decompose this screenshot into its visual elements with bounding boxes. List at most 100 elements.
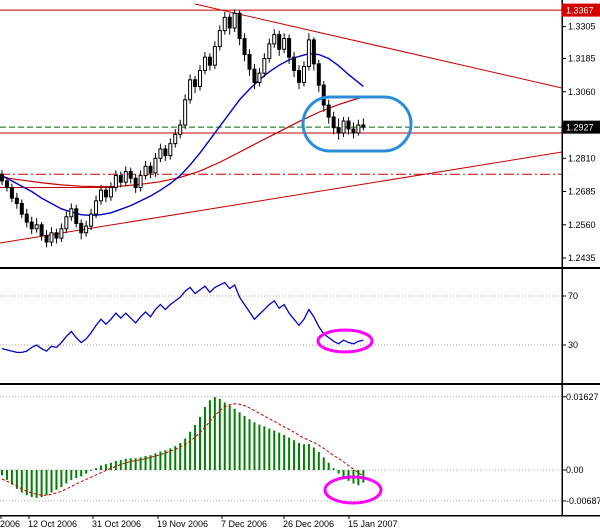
candle-body: [282, 38, 287, 50]
candle-body: [321, 84, 326, 106]
candle-body: [351, 128, 356, 134]
candle-body: [59, 228, 64, 239]
candle-body: [237, 12, 242, 40]
price-tick-label: 1.2435: [568, 253, 596, 263]
candle-body: [316, 63, 321, 86]
highlight-ellipse-macd: [323, 475, 383, 505]
trendline: [0, 151, 562, 244]
date-tick-label: 31 Oct 2006: [92, 519, 141, 529]
candle-body: [19, 202, 24, 215]
candle-body: [207, 56, 212, 66]
candle-body: [287, 38, 292, 58]
candle-body: [39, 224, 44, 236]
candle-body: [341, 120, 346, 134]
candle-body: [0, 173, 4, 182]
price-tick-label: 1.2685: [568, 187, 596, 197]
macd-histogram: [1, 397, 365, 498]
oscillator-line: [1, 281, 364, 354]
candle-body: [113, 175, 118, 189]
price-tick-label: 1.3305: [568, 22, 596, 32]
candle-body: [9, 187, 14, 199]
candle-body: [34, 224, 39, 230]
candle-body: [202, 56, 207, 71]
price-panel[interactable]: [0, 3, 562, 248]
candle-body: [4, 180, 9, 189]
date-tick-label: 15 Jan 2007: [348, 519, 398, 529]
price-marker-box: [562, 3, 600, 17]
price-marker-box: [562, 120, 600, 134]
candle-body: [356, 124, 361, 134]
date-tick-label: 7 Dec 2006: [221, 519, 267, 529]
candle-body: [153, 157, 158, 174]
candle-body: [311, 39, 316, 65]
candle-body: [24, 213, 29, 223]
candle-body: [183, 99, 188, 126]
candle-body: [14, 197, 19, 204]
candle-body: [267, 43, 272, 60]
candle-body: [212, 46, 217, 66]
macd-tick-label: -0.00687: [566, 496, 600, 506]
price-marker-label: 1.3367: [566, 6, 594, 16]
candle-body: [232, 12, 237, 29]
candle-body: [178, 124, 183, 135]
candle-body: [79, 222, 84, 234]
candle-body: [272, 34, 277, 45]
price-tick-label: 1.3185: [568, 54, 596, 64]
candle-body: [128, 171, 133, 179]
candle-body: [227, 16, 232, 29]
date-axis-line: [0, 515, 600, 517]
candle-body: [217, 30, 222, 48]
highlight-ellipse-price: [301, 95, 413, 153]
macd-tick-label: 0.01627: [566, 392, 599, 402]
candle-body: [29, 221, 34, 230]
candle-body: [336, 127, 341, 134]
candle-body: [118, 175, 123, 183]
slow-ma-line: [1, 96, 364, 188]
candle-body: [326, 104, 331, 118]
candle-body: [103, 189, 108, 198]
oscillator-tick-label: 70: [568, 291, 578, 301]
price-tick-label: 1.3060: [568, 87, 596, 97]
candle-body: [123, 171, 128, 183]
candle-body: [143, 165, 148, 177]
candle-body: [361, 124, 366, 128]
date-tick-label: 2006: [0, 519, 20, 529]
date-tick-label: 12 Oct 2006: [28, 519, 77, 529]
oscillator-panel[interactable]: [0, 281, 562, 354]
candle-body: [173, 133, 178, 145]
candle-body: [277, 34, 282, 50]
trendline: [194, 3, 562, 89]
price-tick-label: 1.2560: [568, 220, 596, 230]
candle-body: [54, 232, 59, 239]
candle-body: [44, 234, 49, 243]
panel-separator[interactable]: [0, 383, 600, 385]
candle-body: [247, 54, 252, 70]
candle-body: [188, 79, 193, 101]
candle-body: [138, 175, 143, 189]
price-axis[interactable]: 1.3305 1.3185 1.3060 1.2810 1.2685 1.2560 1.24…: [562, 3, 600, 506]
candle-body: [346, 120, 351, 130]
candle-body: [242, 38, 247, 56]
oscillator-tick-label: 30: [568, 340, 578, 350]
panel-separator[interactable]: [0, 267, 600, 269]
candle-body: [64, 216, 69, 230]
date-axis[interactable]: 2006 12 Oct 2006 31 Oct 2006 19 Nov 2006 7 D…: [0, 515, 398, 529]
candle-body: [148, 165, 153, 174]
candle-body: [108, 187, 113, 198]
candle-body: [262, 58, 267, 74]
candle-body: [306, 39, 311, 68]
candle-body: [163, 148, 168, 157]
candle-body: [94, 200, 99, 215]
highlight-ellipse-oscillator: [316, 328, 374, 354]
candle-body: [252, 68, 257, 83]
candle-body: [257, 72, 262, 83]
candle-body: [49, 232, 54, 243]
candle-body: [301, 66, 306, 83]
candle-body: [89, 213, 94, 227]
candle-body: [292, 56, 297, 71]
macd-panel[interactable]: [0, 396, 562, 505]
candle-body: [222, 16, 227, 32]
candle-body: [158, 148, 163, 159]
